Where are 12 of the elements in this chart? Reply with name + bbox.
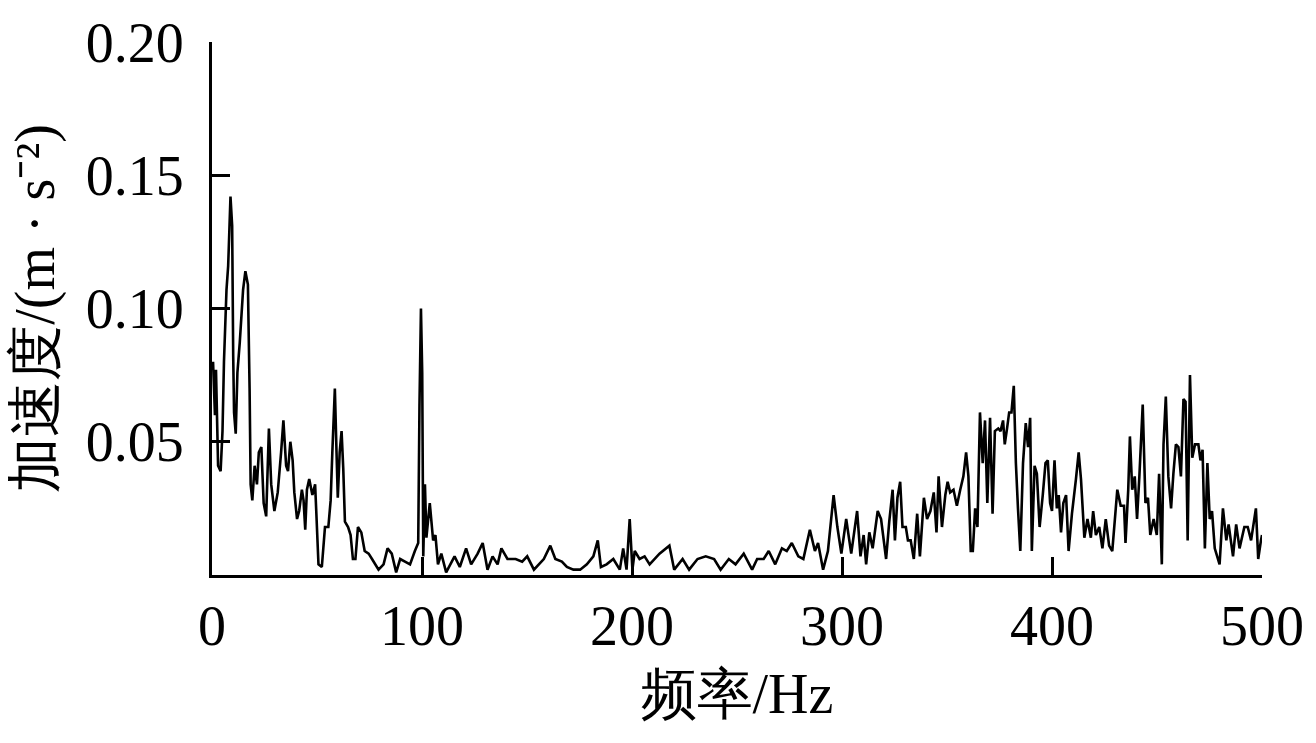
x-tick-label: 500 <box>1220 595 1304 658</box>
x-tick-label: 100 <box>380 595 464 658</box>
x-tick-label: 0 <box>198 595 226 658</box>
x-axis-title: 频率/Hz <box>640 662 834 725</box>
x-tick-label: 200 <box>590 595 674 658</box>
y-tick-label: 0.15 <box>85 144 184 207</box>
y-tick-label: 0.05 <box>85 411 184 474</box>
y-tick-label: 0.10 <box>85 278 184 341</box>
y-axis-title: 加速度/(m · s⁻²) <box>3 124 67 493</box>
y-tick-label: 0.20 <box>85 11 184 74</box>
x-tick-label: 300 <box>800 595 884 658</box>
x-tick-label: 400 <box>1010 595 1094 658</box>
